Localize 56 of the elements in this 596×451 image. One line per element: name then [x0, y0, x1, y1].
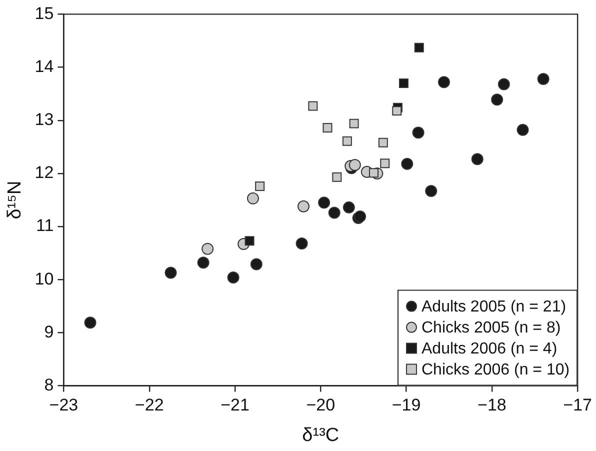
x-tick-label: −20 [306, 396, 336, 415]
y-tick-label: 12 [34, 163, 54, 182]
point [332, 172, 342, 182]
y-tick-label: 8 [44, 375, 54, 394]
point [250, 258, 262, 270]
point [349, 118, 359, 128]
y-axis-title: δ¹⁵N [4, 180, 26, 220]
x-axis-title: δ¹³C [302, 424, 340, 446]
point [392, 106, 402, 116]
point [202, 242, 214, 255]
point [246, 192, 259, 204]
point [318, 196, 330, 209]
point [414, 42, 424, 52]
point [412, 126, 424, 139]
point [244, 236, 254, 246]
point [342, 201, 355, 214]
point [537, 72, 550, 85]
x-tick-label: −18 [478, 396, 506, 415]
x-tick-label: −17 [563, 396, 592, 415]
point [438, 76, 450, 88]
legend-label: Chicks 2005 (n = 8) [422, 320, 561, 337]
point [298, 200, 310, 212]
point [471, 153, 484, 166]
point [84, 316, 96, 329]
point [197, 256, 210, 269]
point [342, 136, 352, 146]
y-tick-label: 10 [34, 269, 54, 288]
point [296, 238, 308, 250]
legend-label: Chicks 2006 (n = 10) [422, 362, 570, 379]
point [491, 94, 504, 106]
point [425, 184, 438, 197]
y-tick-label: 11 [36, 216, 54, 236]
point [308, 101, 318, 111]
y-tick-label: 13 [34, 110, 54, 130]
y-tick-label: 14 [34, 56, 54, 76]
y-tick-label: 15 [34, 4, 54, 23]
point [401, 158, 414, 170]
x-tick-label: −19 [392, 396, 421, 415]
point [322, 123, 332, 133]
x-tick-label: −22 [134, 396, 164, 415]
point [398, 78, 408, 88]
legend-label: Adults 2005 (n = 21) [422, 298, 566, 316]
point [378, 138, 388, 148]
point [348, 158, 361, 171]
point [516, 124, 529, 136]
point [380, 158, 390, 168]
point [369, 168, 378, 178]
x-tick-label: −23 [49, 396, 78, 415]
point [164, 266, 177, 279]
point [498, 78, 510, 90]
legend-label: Adults 2006 (n = 4) [422, 340, 558, 358]
x-tick-label: −21 [220, 396, 250, 415]
y-tick-label: 9 [44, 322, 54, 342]
point [255, 181, 265, 191]
point [227, 272, 240, 284]
point [328, 206, 340, 219]
